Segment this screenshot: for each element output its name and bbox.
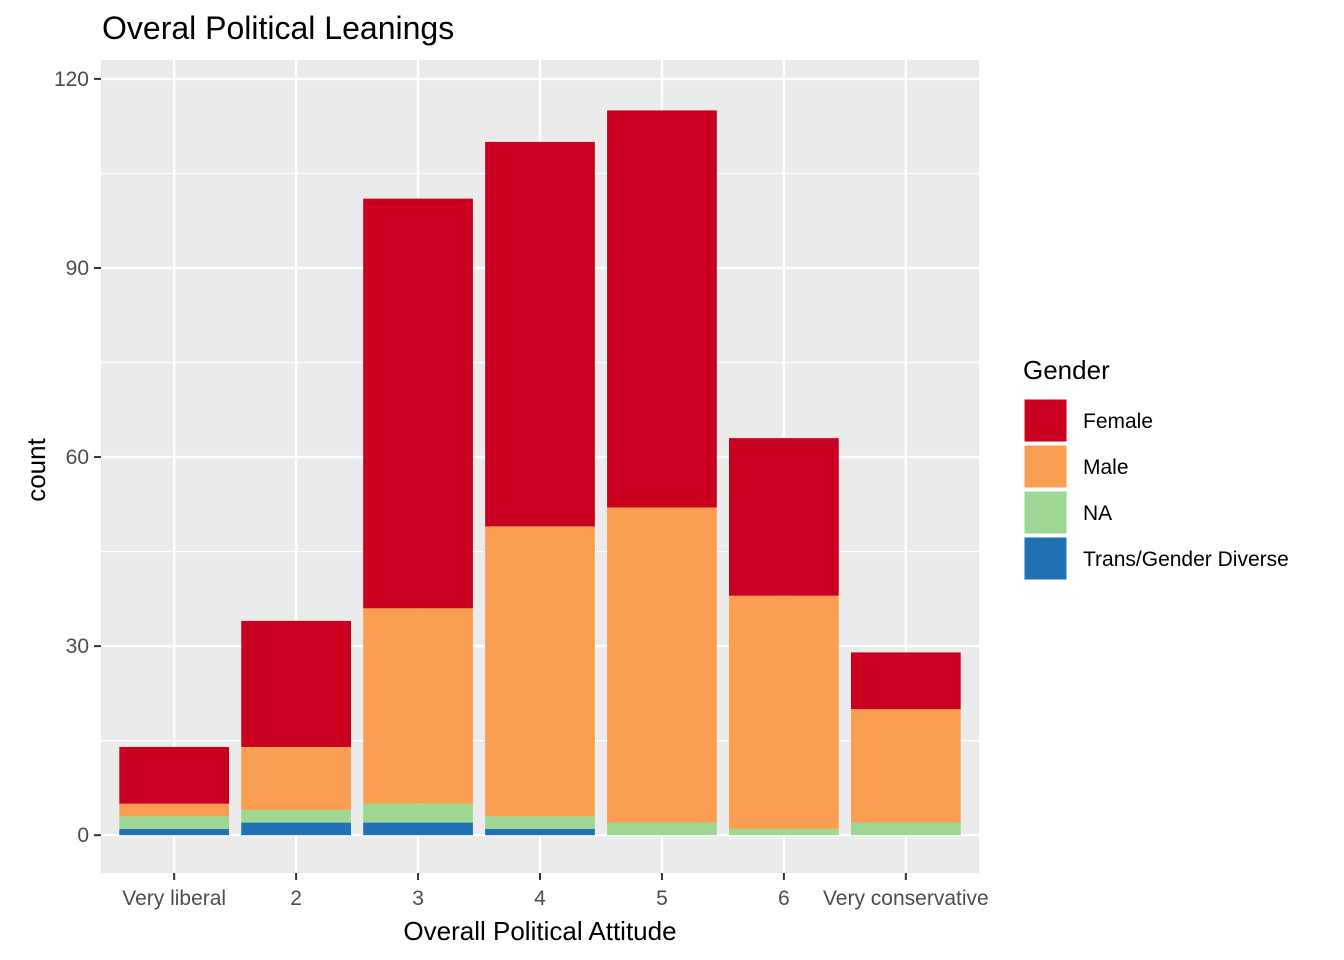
bar-segment — [241, 746, 351, 810]
bar-segment — [607, 822, 717, 836]
y-tick-label: 30 — [66, 635, 89, 658]
bar-segment — [607, 507, 717, 823]
bar-segment — [850, 709, 961, 823]
bar-segment — [729, 438, 839, 596]
y-axis: 0 30 60 90 120 — [54, 68, 101, 847]
x-tick-label: Very liberal — [122, 887, 226, 910]
bar-segment — [485, 526, 595, 817]
x-tick-label: 4 — [534, 887, 546, 910]
bar-segment — [729, 595, 839, 829]
bar-segment — [485, 141, 595, 527]
x-axis-title: Overall Political Attitude — [403, 916, 676, 946]
x-tick-label: 3 — [412, 887, 424, 910]
bar-segment — [119, 828, 230, 836]
bar-segment — [485, 828, 595, 836]
bar-segment — [241, 809, 351, 823]
bar-segment — [241, 822, 351, 836]
y-tick-label: 90 — [66, 257, 89, 280]
bar-segment — [119, 746, 230, 804]
legend-label: Trans/Gender Diverse — [1083, 548, 1289, 571]
bar-segment — [729, 828, 839, 836]
y-axis-title: count — [21, 437, 51, 501]
bar-segment — [485, 816, 595, 829]
bar-segment — [363, 608, 473, 804]
x-tick-label: 2 — [290, 887, 302, 910]
y-tick-label: 0 — [77, 824, 89, 847]
bar-segment — [119, 816, 230, 829]
bar-segment — [363, 803, 473, 823]
bar-segment — [363, 198, 473, 609]
x-axis: Very liberal 2 3 4 5 6 Very conservative — [122, 873, 989, 910]
bars — [119, 110, 961, 836]
bar-segment — [119, 803, 230, 817]
x-tick-label: 5 — [656, 887, 668, 910]
legend-label: Male — [1083, 456, 1129, 479]
legend-key — [1023, 444, 1068, 489]
bar-segment — [363, 822, 473, 836]
bar-segment — [850, 822, 961, 836]
legend-key — [1023, 536, 1068, 581]
bar-segment — [241, 620, 351, 747]
bar-segment — [607, 110, 717, 508]
legend-key — [1023, 490, 1068, 535]
legend-key — [1023, 398, 1068, 443]
legend: Gender Female Male NA Trans/Gender Diverse — [1023, 355, 1289, 581]
bar-segment — [850, 652, 961, 710]
legend-label: NA — [1083, 502, 1112, 525]
x-tick-label: Very conservative — [823, 887, 989, 910]
legend-label: Female — [1083, 410, 1153, 433]
y-tick-label: 120 — [54, 68, 89, 91]
x-tick-label: 6 — [778, 887, 790, 910]
y-tick-label: 60 — [66, 446, 89, 469]
chart-title: Overal Political Leanings — [102, 10, 454, 46]
legend-title: Gender — [1023, 355, 1110, 385]
